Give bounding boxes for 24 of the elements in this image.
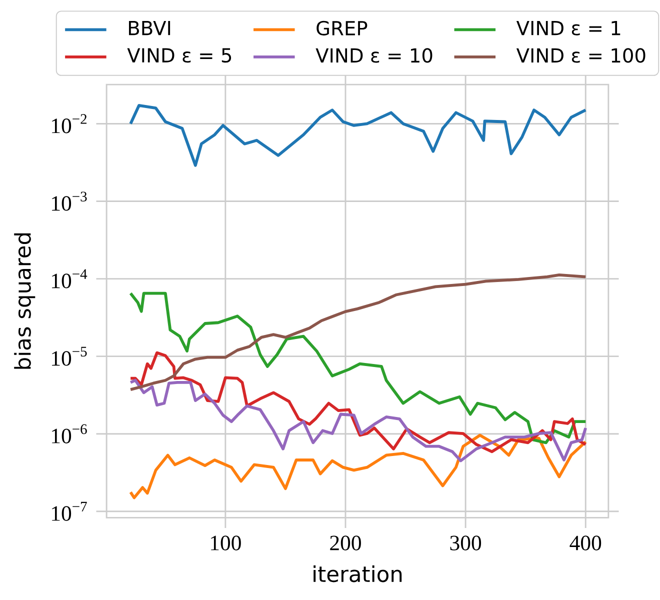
line-series [129,434,588,500]
y-tick-label: 10$^{−5}$ [52,346,87,366]
y-tick-label: 10$^{−7}$ [52,502,87,521]
y-tick-label: 10$^{−6}$ [52,424,87,444]
legend-label: GREP [316,20,368,36]
legend-label: VIND ε = 10 [316,48,432,63]
x-tick-label: 100 [211,536,241,550]
y-tick-label: 10$^{−3}$ [52,192,87,211]
x-axis-title: iteration [314,565,402,582]
line-series [129,378,588,462]
line-series [129,104,588,167]
legend-label: VIND ε = 5 [127,48,232,63]
line-series [129,273,588,391]
line-series [129,292,588,444]
y-tick-label: 10$^{−4}$ [52,269,88,288]
legend-label: VIND ε = 1 [516,20,620,36]
legend-label: BBVI [128,20,170,35]
legend-label: VIND ε = 100 [516,48,646,63]
y-tick-label: 10$^{−2}$ [52,114,87,134]
line-series [129,351,588,453]
x-tick-label: 200 [330,536,361,550]
x-tick-label: 400 [570,536,602,550]
x-tick-label: 300 [450,536,482,550]
y-axis-title: bias squared [14,233,36,369]
